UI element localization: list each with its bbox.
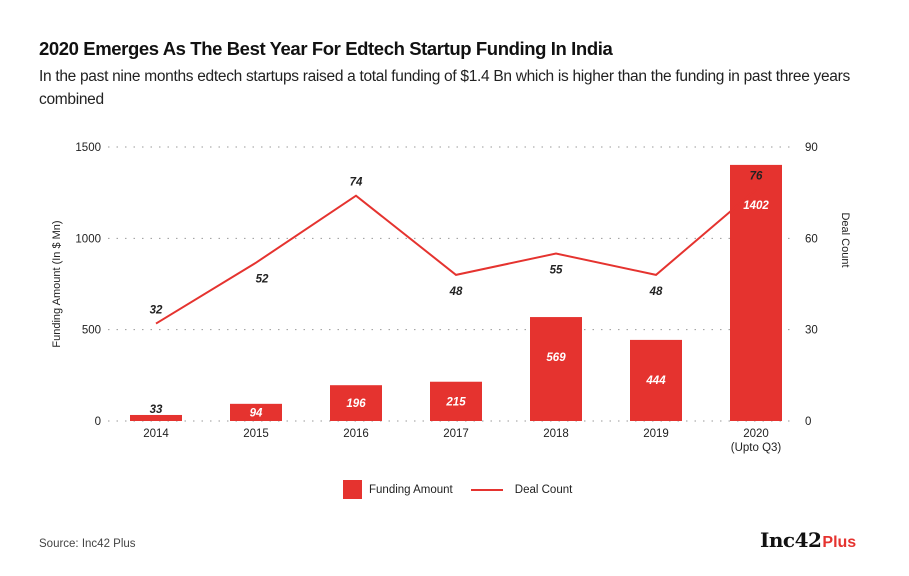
inc42-plus-logo: Inc42 Plus	[760, 528, 856, 552]
source-note: Source: Inc42 Plus	[39, 538, 136, 550]
legend-bar-swatch	[343, 480, 362, 499]
deal-count-label: 48	[449, 286, 463, 298]
bar-value-label: 33	[150, 404, 163, 416]
bar-value-label: 196	[346, 398, 366, 410]
x-tick: 2017	[443, 428, 469, 440]
bar-funding	[630, 339, 682, 421]
y-tick-left: 1000	[75, 233, 101, 245]
x-tick-sublabel: (Upto Q3)	[731, 442, 782, 454]
y-tick-left: 500	[82, 325, 101, 337]
deal-count-label: 48	[649, 286, 663, 298]
bars	[130, 164, 782, 421]
x-tick: 2020	[743, 428, 769, 440]
bar-funding	[330, 385, 382, 421]
legend: Funding Amount Deal Count	[343, 480, 572, 499]
x-tick: 2018	[543, 428, 569, 440]
deal-count-label: 32	[150, 305, 163, 317]
bar-funding	[430, 381, 482, 421]
deal-count-label: 74	[350, 177, 363, 189]
x-tick: 2016	[343, 428, 369, 440]
y-tick-right: 0	[805, 416, 811, 428]
y-tick-right: 60	[805, 233, 818, 245]
logo-plus: Plus	[822, 534, 857, 551]
bar-funding	[130, 414, 182, 421]
deal-count-label: 76	[750, 171, 763, 183]
legend-label-funding: Funding Amount	[369, 483, 453, 496]
bar-funding	[530, 317, 582, 421]
y-axis-title-right: Deal Count	[839, 212, 851, 267]
bar-value-label: 569	[546, 352, 566, 364]
legend-label-deals: Deal Count	[514, 483, 573, 496]
data-labels: 33 94 196 215 569 444 1402 32 52 74 48 55 48 76	[150, 171, 770, 420]
y-tick-right: 30	[805, 325, 818, 337]
y-tick-left: 0	[95, 416, 101, 428]
bar-value-label: 94	[250, 407, 263, 419]
x-tick: 2019	[643, 428, 669, 440]
deal-count-label: 52	[256, 274, 269, 286]
chart-subtitle: In the past nine months edtech startups …	[39, 68, 850, 108]
deal-count-polyline	[155, 188, 757, 325]
y-axis-title-left: Funding Amount (In $ Mn)	[51, 220, 63, 347]
logo-main: Inc42	[760, 528, 822, 552]
deal-count-line	[155, 188, 757, 325]
deal-count-label: 55	[550, 265, 563, 277]
gridlines	[108, 146, 795, 422]
chart-svg: 33 94 196 215 569 444 1402 32 52 74 48 55 48 76 0 0 500…	[51, 142, 851, 454]
y-tick-right: 90	[805, 142, 818, 154]
x-tick: 2015	[243, 428, 269, 440]
legend-line-swatch	[470, 488, 503, 491]
chart-title: 2020 Emerges As The Best Year For Edtech…	[39, 38, 613, 59]
axes: 0 0 500 30 1000 60 1500 90 2014 2015 2016 2017 2018 2…	[75, 142, 817, 454]
y-tick-left: 1500	[75, 142, 101, 154]
bar-value-label: 215	[445, 396, 466, 408]
x-tick: 2014	[143, 428, 169, 440]
bar-funding	[230, 403, 282, 421]
bar-funding	[730, 164, 782, 421]
bar-value-label: 444	[645, 375, 666, 387]
bar-value-label: 1402	[743, 200, 769, 212]
